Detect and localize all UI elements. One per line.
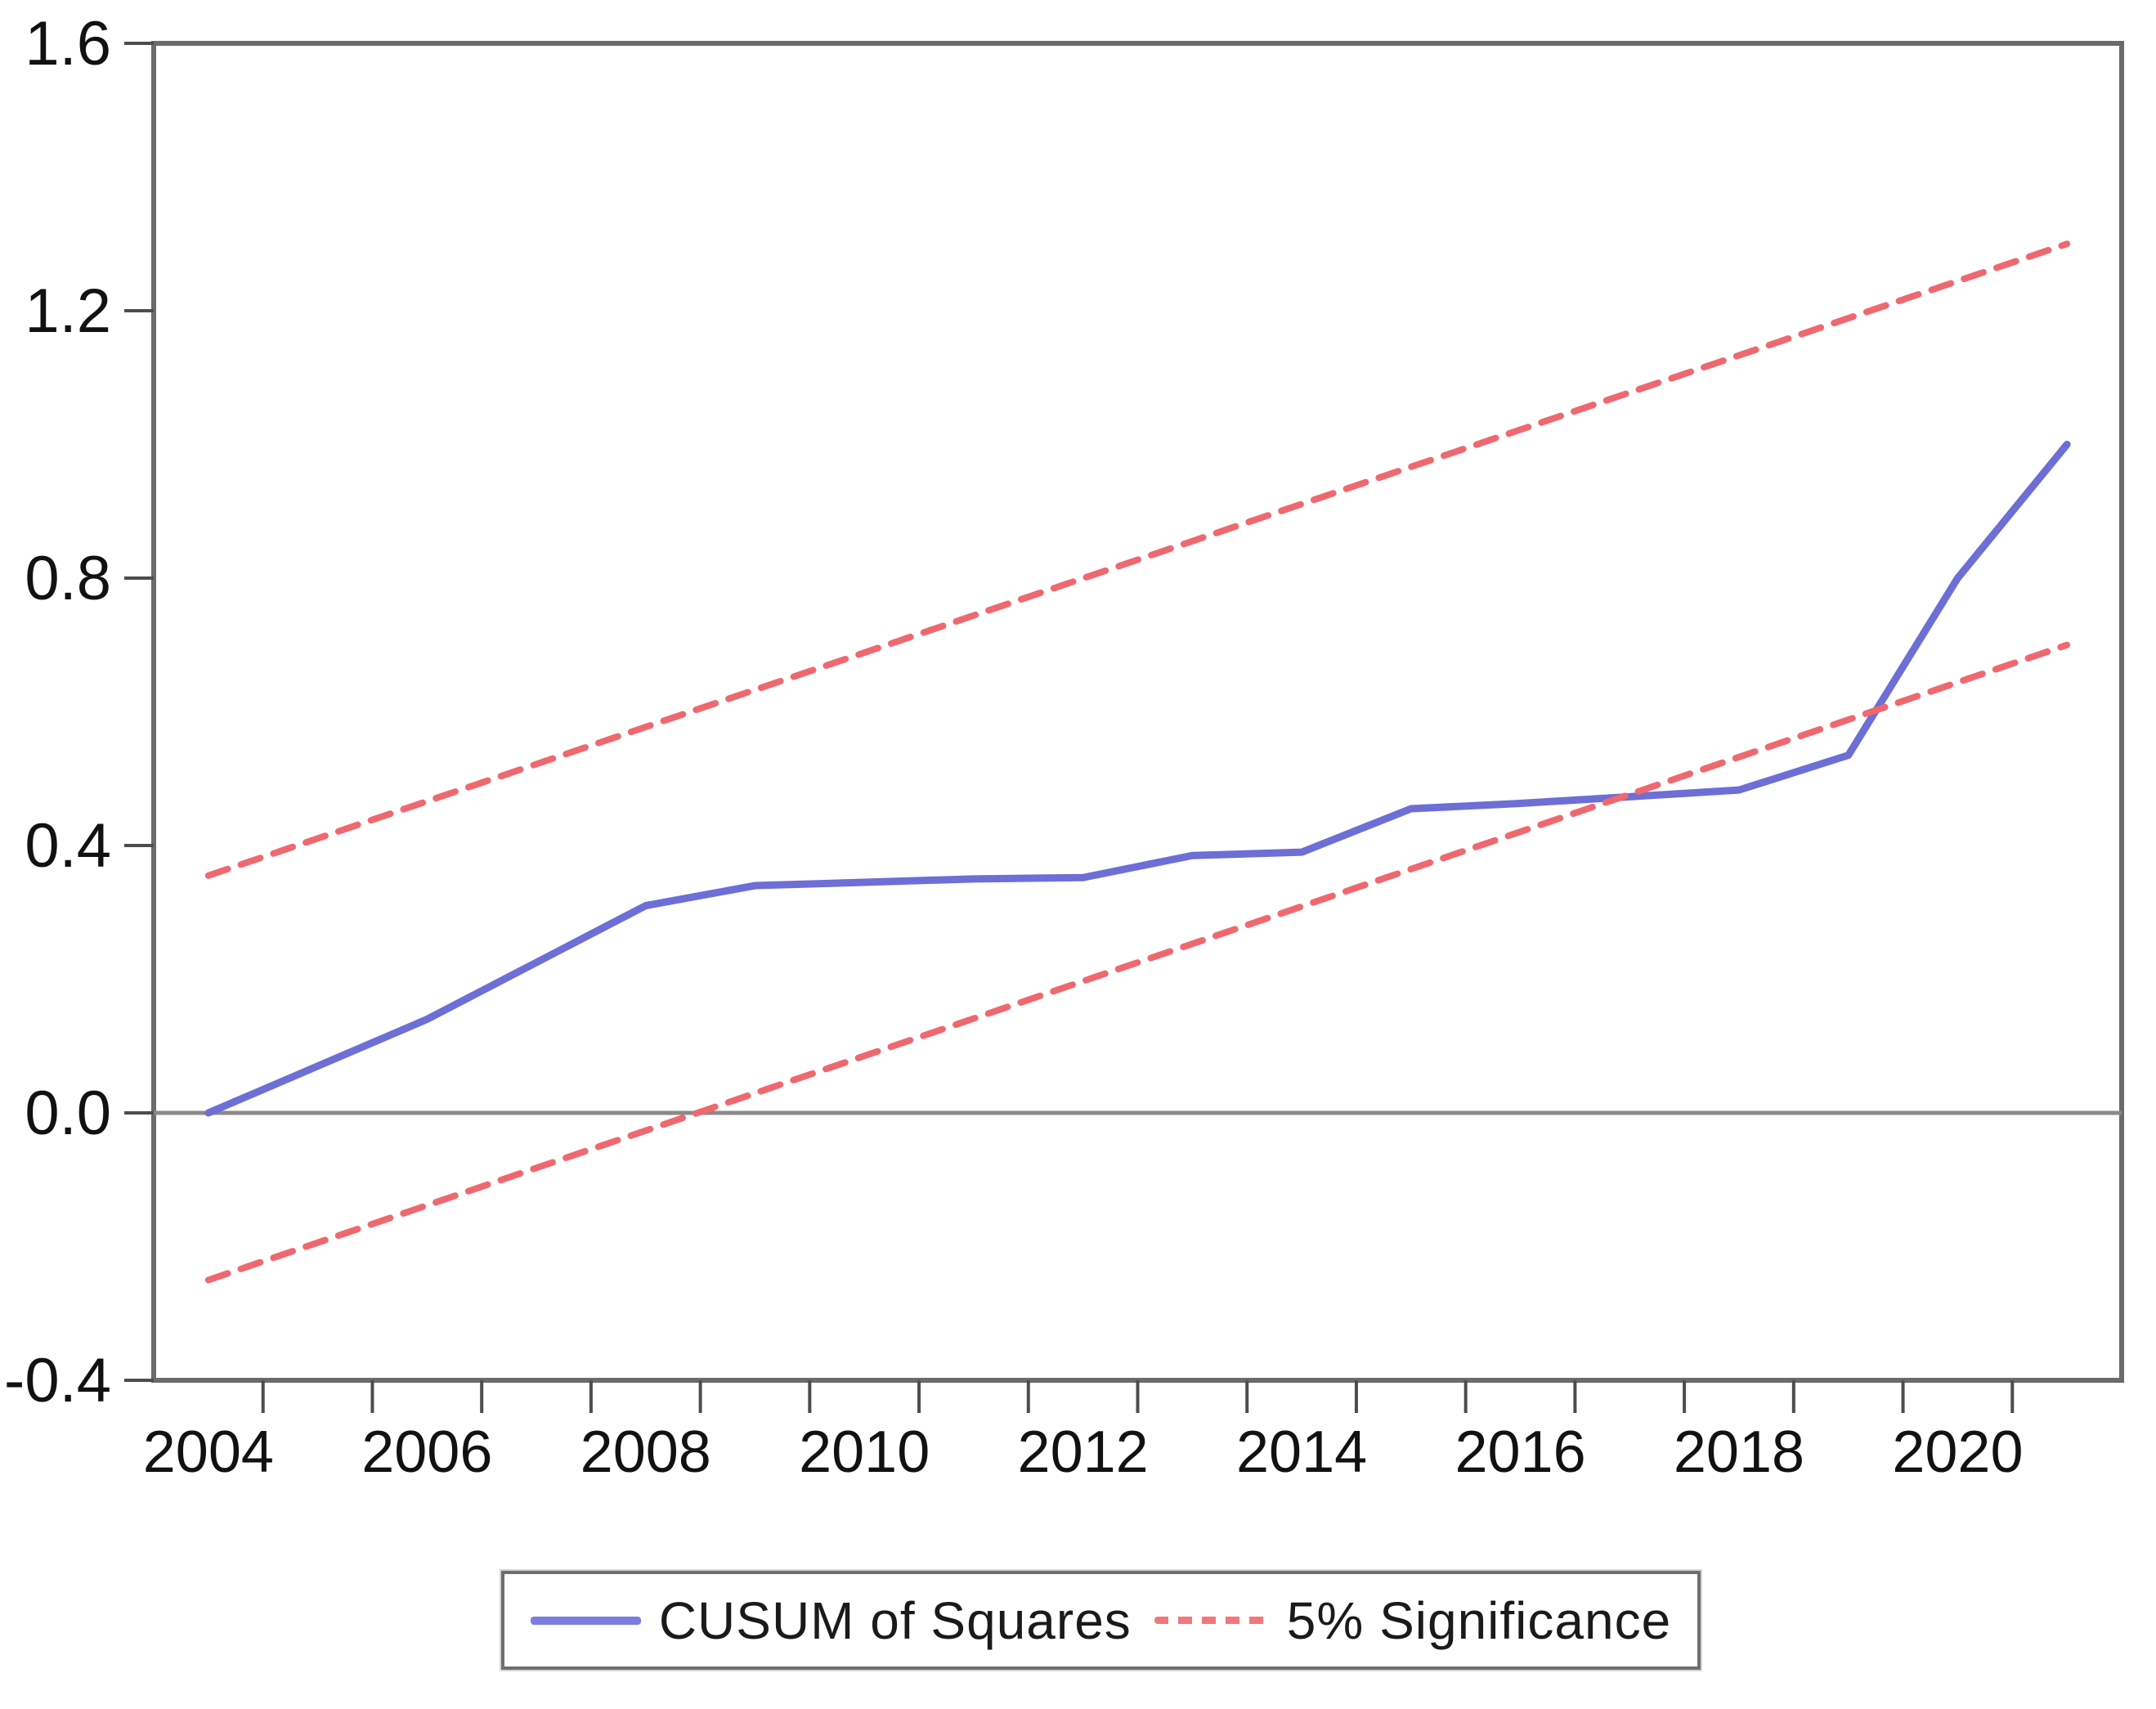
y-axis-label: 0.8: [25, 544, 111, 613]
x-axis-label: 2016: [1455, 1420, 1585, 1485]
x-axis-label: 2014: [1236, 1420, 1367, 1485]
y-axis-label: -0.4: [4, 1346, 111, 1415]
plot-frame: [151, 41, 2124, 1383]
legend-label-significance: 5% Significance: [1286, 1590, 1672, 1650]
x-axis-label: 2020: [1892, 1420, 2023, 1485]
legend-item-cusum: CUSUM of Squares: [530, 1590, 1132, 1651]
legend-label-cusum: CUSUM of Squares: [658, 1590, 1132, 1650]
significance-line-sample-icon: [1154, 1617, 1269, 1624]
cusum-line-sample-icon: [530, 1616, 641, 1625]
y-axis-label: 1.6: [25, 9, 111, 78]
x-axis-label: 2006: [361, 1420, 492, 1485]
legend-item-significance: 5% Significance: [1154, 1590, 1671, 1651]
x-axis-label: 2012: [1018, 1420, 1149, 1485]
x-axis-label: 2010: [799, 1420, 930, 1485]
y-axis-label: 0.4: [25, 811, 111, 881]
y-axis-label: 0.0: [25, 1079, 111, 1148]
x-axis-label: 2004: [143, 1420, 274, 1485]
x-axis-label: 2008: [580, 1420, 711, 1485]
significance-lower-line: [204, 641, 2071, 1284]
y-axis-label: 1.2: [25, 276, 111, 346]
legend-box: CUSUM of Squares 5% Significance: [501, 1571, 1701, 1670]
cusum-line: [204, 441, 2071, 1117]
x-axis-label: 2018: [1674, 1420, 1804, 1485]
significance-upper-line: [204, 240, 2071, 879]
